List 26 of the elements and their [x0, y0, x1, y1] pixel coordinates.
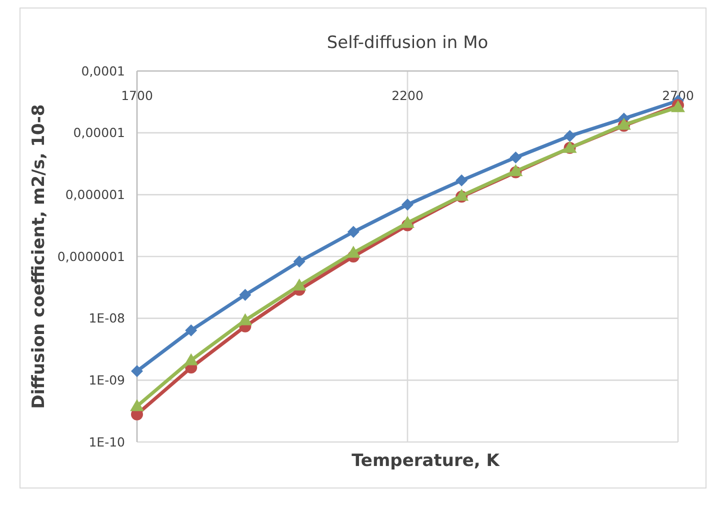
y-tick-label: 0,0000001	[57, 248, 125, 264]
point	[510, 151, 522, 164]
x-axis-title: Temperature, K	[352, 451, 500, 471]
point	[130, 399, 144, 412]
point	[456, 174, 468, 186]
point	[347, 226, 360, 238]
point	[184, 353, 198, 366]
point	[131, 365, 143, 378]
y-tick-label: 0,0001	[81, 63, 125, 78]
x-tick-label: 1700	[121, 88, 153, 103]
chart-title: Self-diffusion in Mo	[326, 33, 488, 53]
point	[564, 130, 576, 142]
y-tick-label: 1E-08	[88, 310, 126, 326]
point	[400, 216, 414, 228]
point	[239, 288, 252, 301]
y-tick-label: 0,00001	[73, 125, 125, 140]
point	[402, 198, 414, 211]
point	[293, 256, 306, 268]
y-tick-label: 0,000001	[65, 187, 125, 202]
point	[238, 313, 252, 326]
y-tick-label: 1E-10	[88, 434, 126, 450]
point	[346, 246, 360, 258]
y-axis-title: Diffusion coefficient, m2/s, 10-8	[29, 104, 49, 409]
y-tick-label: 1E-09	[88, 372, 126, 388]
point	[185, 324, 198, 336]
x-tick-label: 2200	[392, 88, 424, 103]
